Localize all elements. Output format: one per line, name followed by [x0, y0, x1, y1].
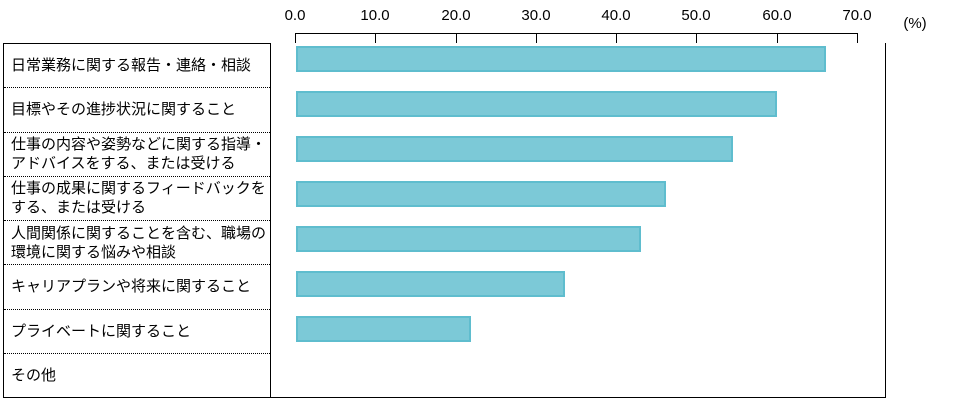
x-axis-tick — [536, 33, 537, 43]
bar — [296, 316, 471, 342]
x-axis-tick-label: 0.0 — [284, 7, 306, 24]
x-axis-tick — [616, 33, 617, 43]
x-axis-tick — [375, 33, 376, 43]
category-row: プライベートに関すること — [4, 310, 270, 354]
bar — [296, 136, 733, 162]
category-label: キャリアプランや将来に関すること — [11, 278, 252, 296]
x-axis-tick-label: 10.0 — [360, 7, 390, 24]
x-axis-tick — [295, 33, 296, 43]
x-axis-tick — [857, 33, 858, 43]
category-label: 人間関係に関することを含む、職場の環境に関する悩みや相談 — [11, 224, 267, 261]
category-row: キャリアプランや将来に関すること — [4, 265, 270, 310]
category-label: 日常業務に関する報告・連絡・相談 — [11, 57, 252, 75]
x-axis-tick-label: 20.0 — [441, 7, 471, 24]
bar — [296, 181, 666, 207]
category-row: 仕事の成果に関するフィードバックをする、または受ける — [4, 177, 270, 221]
category-label-table: 日常業務に関する報告・連絡・相談 目標やその進捗状況に関すること仕事の内容や姿勢な… — [3, 43, 271, 398]
bar — [296, 226, 641, 252]
plot-area-bottom-border — [270, 397, 886, 398]
category-label: 仕事の成果に関するフィードバックをする、または受ける — [11, 180, 266, 217]
x-axis-tick — [456, 33, 457, 43]
x-axis-tick — [777, 33, 778, 43]
bar — [296, 46, 826, 72]
plot-area-right-border — [885, 43, 886, 398]
x-axis-tick-label: 30.0 — [521, 7, 551, 24]
category-row: 目標やその進捗状況に関すること — [4, 88, 270, 133]
x-axis-tick — [696, 33, 697, 43]
category-row: 日常業務に関する報告・連絡・相談 — [4, 44, 270, 89]
x-axis-line — [295, 33, 858, 34]
category-row: その他 — [4, 354, 270, 397]
category-label: プライベートに関すること — [11, 322, 192, 340]
x-axis-unit-label: (%) — [903, 15, 927, 32]
bar — [296, 91, 777, 117]
category-label: 仕事の内容や姿勢などに関する指導・アドバイスをする、または受ける — [11, 136, 267, 173]
category-label: その他 — [11, 366, 57, 384]
category-label: 目標やその進捗状況に関すること — [11, 101, 237, 119]
x-axis-tick-label: 40.0 — [601, 7, 631, 24]
bar — [296, 271, 565, 297]
x-axis-tick-label: 50.0 — [681, 7, 711, 24]
category-row: 人間関係に関することを含む、職場の環境に関する悩みや相談 — [4, 221, 270, 266]
category-row: 仕事の内容や姿勢などに関する指導・アドバイスをする、または受ける — [4, 133, 270, 177]
x-axis-tick-label: 70.0 — [842, 7, 872, 24]
x-axis-tick-label: 60.0 — [762, 7, 792, 24]
